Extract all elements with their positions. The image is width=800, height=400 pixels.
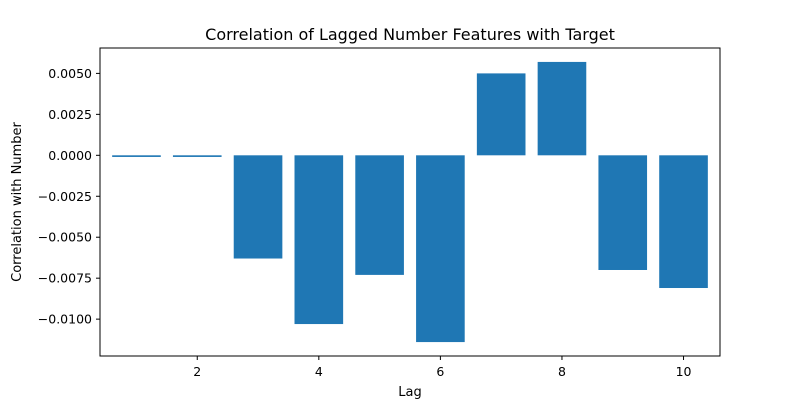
bar-lag-3 — [233, 155, 283, 259]
bar-lag-7 — [476, 73, 526, 156]
y-tick-label: 0.0050 — [48, 66, 92, 81]
y-tick-label: −0.0050 — [38, 230, 92, 245]
bar-lag-6 — [416, 155, 465, 343]
y-tick-label: −0.0025 — [38, 189, 92, 204]
y-tick-label: −0.0075 — [38, 271, 92, 286]
bar-lag-10 — [659, 155, 708, 289]
y-tick-label: 0.0025 — [48, 107, 92, 122]
bar-lag-9 — [598, 155, 648, 270]
y-axis: 0.0050 0.0025 0.0000 −0.0025 −0.0050 −0.0075 −… — [38, 66, 100, 327]
bar-lag-1 — [112, 155, 161, 157]
bars-layer — [112, 61, 708, 343]
x-tick-label: 4 — [315, 364, 323, 379]
chart-title: Correlation of Lagged Number Features wi… — [205, 25, 615, 44]
x-tick-label: 6 — [436, 364, 444, 379]
x-tick-label: 8 — [558, 364, 566, 379]
x-axis-label: Lag — [398, 385, 421, 400]
y-tick-label: 0.0000 — [48, 148, 92, 163]
bar-lag-2 — [172, 155, 222, 157]
y-tick-label: −0.0100 — [38, 312, 92, 327]
plot-frame — [99, 47, 721, 357]
x-tick-label: 10 — [676, 364, 692, 379]
bar-lag-4 — [294, 155, 344, 325]
bar-lag-8 — [537, 61, 587, 156]
x-tick-label: 2 — [193, 364, 201, 379]
x-axis: 2 4 6 8 10 — [193, 356, 692, 379]
y-axis-label: Correlation with Number — [10, 121, 25, 281]
bar-lag-5 — [355, 155, 404, 275]
